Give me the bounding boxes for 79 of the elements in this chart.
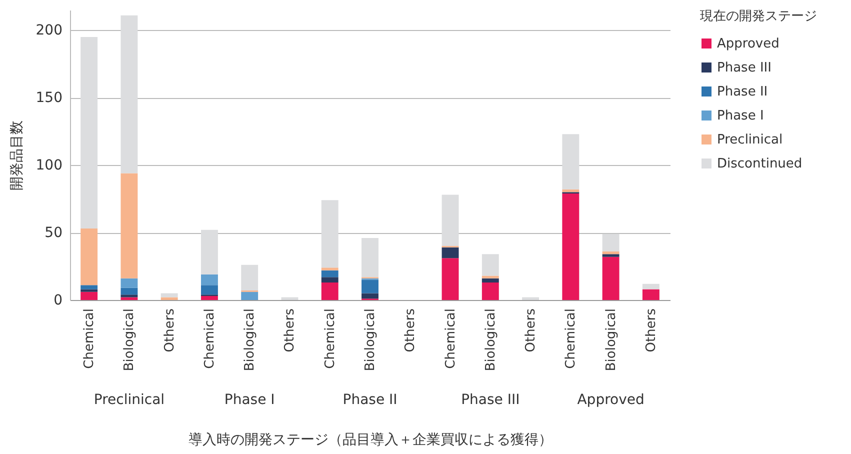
legend-label: Phase III bbox=[717, 60, 772, 76]
bar bbox=[321, 200, 338, 268]
y-tick-label: 50 bbox=[44, 225, 62, 242]
legend-label: Phase II bbox=[717, 84, 768, 100]
y-tick-label: 200 bbox=[36, 22, 62, 39]
text: Approved bbox=[577, 392, 644, 408]
legend-label: Preclinical bbox=[717, 132, 783, 148]
x-tick-label: Biological bbox=[242, 308, 258, 372]
x-tick-label: Others bbox=[524, 308, 539, 352]
x-tick-label: Others bbox=[282, 308, 298, 352]
bar bbox=[321, 270, 338, 278]
bar bbox=[160, 293, 178, 298]
y-tick-label: 150 bbox=[36, 90, 62, 106]
bar bbox=[321, 277, 338, 282]
legend-label: Discontinued bbox=[717, 156, 802, 172]
bar bbox=[602, 256, 620, 300]
bar bbox=[281, 297, 298, 300]
bar bbox=[442, 247, 459, 258]
bar bbox=[80, 285, 98, 290]
bar bbox=[442, 194, 459, 246]
bar bbox=[120, 173, 138, 278]
bar bbox=[200, 296, 218, 300]
bar bbox=[120, 15, 138, 174]
text: Preclinical bbox=[94, 392, 165, 408]
bar bbox=[160, 297, 178, 300]
bar bbox=[241, 292, 258, 300]
bar bbox=[642, 289, 660, 300]
bar bbox=[80, 289, 98, 292]
bar bbox=[80, 228, 98, 286]
y-axis-title: 開発品目数 bbox=[8, 120, 25, 190]
text: Phase III bbox=[461, 392, 520, 408]
bar bbox=[482, 278, 499, 282]
bar bbox=[442, 258, 459, 300]
x-tick-label: Others bbox=[644, 308, 659, 352]
bar bbox=[80, 292, 98, 300]
x-tick-label: Chemical bbox=[322, 308, 338, 369]
x-tick-label: Chemical bbox=[564, 308, 579, 369]
x-tick-label: Others bbox=[162, 308, 178, 352]
bar bbox=[482, 282, 499, 300]
x-tick-label: Chemical bbox=[443, 308, 458, 369]
x-tick-label: Biological bbox=[604, 308, 619, 372]
x-tick-label: Chemical bbox=[82, 308, 98, 369]
bar bbox=[562, 134, 580, 190]
bar bbox=[120, 288, 138, 295]
y-tick-label: 100 bbox=[36, 158, 62, 174]
bar bbox=[362, 280, 378, 294]
bar bbox=[241, 264, 258, 291]
bar bbox=[120, 278, 138, 288]
bar bbox=[200, 274, 218, 286]
bar bbox=[200, 230, 218, 274]
bar bbox=[120, 294, 138, 298]
legend-label: Approved bbox=[717, 36, 780, 52]
text: Phase II bbox=[342, 392, 398, 408]
bar bbox=[522, 297, 540, 300]
x-tick-label: Others bbox=[403, 308, 418, 352]
bar bbox=[562, 189, 580, 192]
bar bbox=[321, 268, 338, 270]
x-tick-label: Chemical bbox=[202, 308, 218, 369]
x-tick-label: Biological bbox=[483, 308, 498, 372]
bar bbox=[562, 193, 580, 300]
x-axis-title: 導入時の開発ステージ（品目導入＋企業買収による獲得） bbox=[188, 432, 552, 448]
bar bbox=[200, 285, 218, 295]
x-tick-label: Biological bbox=[122, 308, 138, 372]
bar bbox=[642, 284, 660, 290]
bar bbox=[482, 276, 499, 278]
legend-title: 現在の開発ステージ bbox=[700, 9, 817, 24]
bar bbox=[602, 234, 620, 252]
y-tick-label: 0 bbox=[54, 292, 62, 308]
bar bbox=[321, 282, 338, 300]
bar bbox=[362, 238, 378, 278]
legend-label: Phase I bbox=[717, 108, 764, 124]
bar bbox=[120, 297, 138, 300]
bar bbox=[602, 251, 620, 254]
bar bbox=[482, 254, 499, 276]
text: Phase I bbox=[224, 392, 275, 408]
bar bbox=[362, 293, 378, 299]
x-tick-label: Biological bbox=[363, 308, 378, 372]
bar bbox=[602, 254, 620, 257]
bar bbox=[80, 36, 98, 229]
